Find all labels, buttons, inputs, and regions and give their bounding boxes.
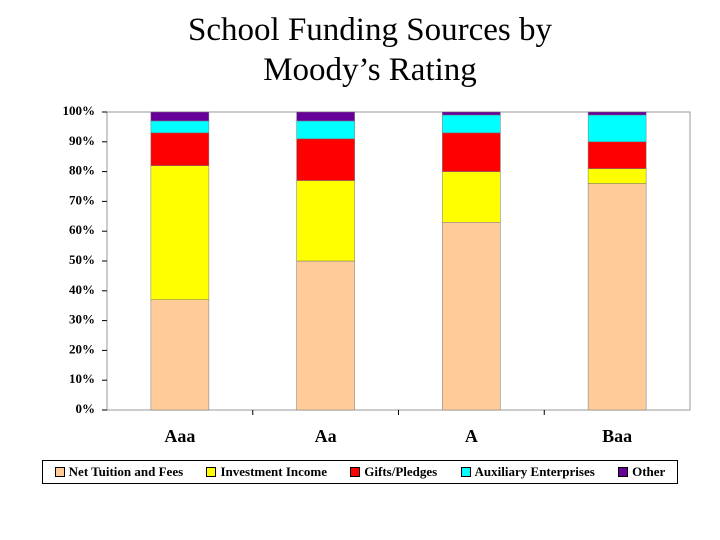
y-tick-label: 30% — [69, 312, 95, 327]
bar-segment — [150, 120, 210, 134]
legend-label: Investment Income — [220, 464, 327, 479]
y-tick-label: 60% — [69, 222, 95, 237]
bar-segment — [296, 180, 355, 262]
bar-segment — [296, 120, 355, 140]
bar-segment — [587, 114, 647, 143]
legend-swatch — [618, 467, 629, 477]
bar-segment — [442, 171, 501, 223]
y-tick-label: 50% — [69, 252, 95, 267]
y-tick-label: 0% — [76, 401, 96, 416]
bar-segment — [150, 299, 210, 411]
y-tick-label: 20% — [69, 341, 95, 356]
bar-segment — [150, 165, 210, 300]
legend-item: Gifts/Pledges — [350, 464, 437, 480]
bar-segment — [587, 111, 647, 116]
legend-item: Investment Income — [206, 464, 327, 480]
x-tick-label: Baa — [602, 426, 632, 446]
x-tick-label: A — [465, 426, 478, 446]
bar-segment — [442, 114, 501, 134]
legend-item: Net Tuition and Fees — [54, 464, 184, 480]
chart-title: School Funding Sources by Moody’s Rating — [188, 12, 552, 88]
legend-swatch — [54, 467, 65, 477]
legend-label: Gifts/Pledges — [364, 464, 438, 479]
legend-item: Other — [618, 464, 665, 480]
legend-label: Other — [632, 464, 666, 479]
legend-swatch — [350, 467, 361, 477]
bar-segment — [296, 111, 355, 122]
x-tick-label: Aaa — [164, 426, 195, 446]
bar-segment — [587, 183, 647, 411]
legend-label: Auxiliary Enterprises — [474, 464, 595, 479]
legend-swatch — [206, 467, 217, 477]
legend-swatch — [460, 467, 471, 477]
bar-segment — [296, 138, 355, 181]
y-tick-label: 70% — [69, 192, 95, 207]
y-tick-label: 10% — [69, 371, 95, 386]
bar-segment — [442, 222, 501, 411]
bar-segment — [150, 111, 210, 122]
y-tick-label: 80% — [69, 163, 95, 178]
bar-segment — [442, 111, 501, 116]
legend-label: Net Tuition and Fees — [68, 464, 184, 479]
legend-item: Auxiliary Enterprises — [460, 464, 595, 480]
x-tick-label: Aa — [315, 426, 337, 446]
bar-segment — [587, 168, 647, 184]
bar-segment — [442, 132, 501, 172]
y-tick-label: 40% — [69, 282, 95, 297]
legend: Net Tuition and Fees Investment Income Gif… — [42, 460, 678, 484]
y-tick-label: 100% — [63, 103, 96, 118]
bar-segment — [150, 132, 210, 166]
bar-segment — [296, 260, 355, 411]
y-tick-label: 90% — [69, 133, 95, 148]
bar-segment — [587, 141, 647, 169]
